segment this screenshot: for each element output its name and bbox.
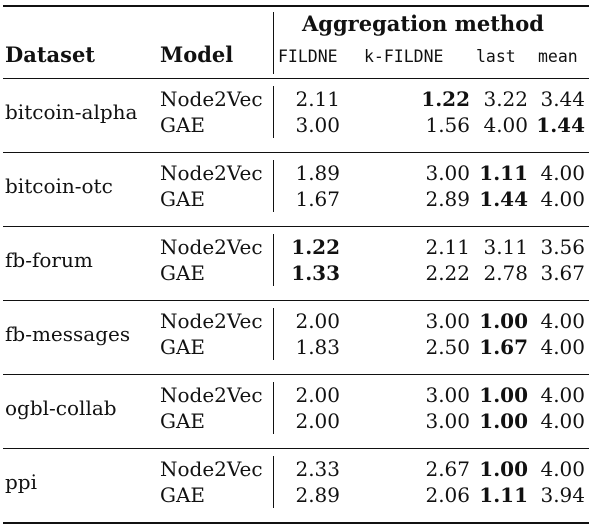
value-cell: 2.00 (295, 409, 340, 433)
method-header-mean: mean (538, 47, 578, 66)
model-divider (273, 160, 274, 212)
method-header-k-fildne: k-FILDNE (364, 47, 444, 66)
value-cell: 3.00 (295, 113, 340, 137)
value-cell: 2.11 (295, 87, 340, 111)
model-divider (273, 456, 274, 508)
dataset-column-header: Dataset (5, 42, 96, 67)
model-column-header: Model (160, 42, 234, 67)
value-cell: 1.56 (425, 113, 470, 137)
group-rule (3, 300, 589, 301)
value-cell: 2.06 (425, 483, 470, 507)
dataset-name: fb-forum (5, 248, 93, 272)
dataset-name: ogbl-collab (5, 396, 117, 420)
method-header-fildne: FILDNE (278, 47, 338, 66)
value-cell: 3.00 (425, 309, 470, 333)
value-cell: 1.00 (479, 409, 528, 433)
model-divider (273, 86, 274, 138)
group-rule (3, 226, 589, 227)
value-cell: 4.00 (540, 309, 585, 333)
dataset-name: fb-messages (5, 322, 131, 346)
value-cell: 3.11 (483, 235, 528, 259)
model-divider (273, 308, 274, 360)
value-cell: 1.67 (295, 187, 340, 211)
value-cell: 1.83 (295, 335, 340, 359)
model-divider (273, 382, 274, 434)
value-cell: 2.00 (295, 309, 340, 333)
model-name: Node2Vec (160, 383, 263, 407)
value-cell: 3.00 (425, 161, 470, 185)
value-cell: 1.00 (479, 309, 528, 333)
value-cell: 2.50 (425, 335, 470, 359)
value-cell: 1.33 (291, 261, 340, 285)
model-name: GAE (160, 335, 206, 359)
value-cell: 2.67 (425, 457, 470, 481)
value-cell: 2.22 (425, 261, 470, 285)
value-cell: 1.89 (295, 161, 340, 185)
model-divider (273, 234, 274, 286)
bottom-rule (3, 522, 589, 524)
value-cell: 1.44 (479, 187, 528, 211)
value-cell: 1.11 (479, 161, 528, 185)
value-cell: 3.67 (540, 261, 585, 285)
model-name: GAE (160, 261, 206, 285)
model-name: Node2Vec (160, 309, 263, 333)
model-name: GAE (160, 483, 206, 507)
value-cell: 3.44 (540, 87, 585, 111)
value-cell: 2.33 (295, 457, 340, 481)
header-divider (273, 12, 274, 74)
group-header: Aggregation method (302, 11, 544, 36)
value-cell: 4.00 (540, 457, 585, 481)
value-cell: 4.00 (540, 383, 585, 407)
dataset-name: bitcoin-alpha (5, 100, 138, 124)
value-cell: 1.44 (536, 113, 585, 137)
value-cell: 4.00 (540, 187, 585, 211)
dataset-name: bitcoin-otc (5, 174, 113, 198)
header-rule (3, 78, 589, 79)
group-rule (3, 152, 589, 153)
value-cell: 4.00 (483, 113, 528, 137)
model-name: GAE (160, 187, 206, 211)
model-name: Node2Vec (160, 457, 263, 481)
model-name: GAE (160, 113, 206, 137)
value-cell: 4.00 (540, 161, 585, 185)
value-cell: 1.11 (479, 483, 528, 507)
dataset-name: ppi (5, 470, 38, 494)
top-rule (3, 5, 589, 7)
method-header-last: last (476, 47, 516, 66)
value-cell: 4.00 (540, 409, 585, 433)
value-cell: 4.00 (540, 335, 585, 359)
value-cell: 3.00 (425, 383, 470, 407)
model-name: Node2Vec (160, 161, 263, 185)
value-cell: 2.78 (483, 261, 528, 285)
value-cell: 3.22 (483, 87, 528, 111)
model-name: GAE (160, 409, 206, 433)
model-name: Node2Vec (160, 235, 263, 259)
value-cell: 1.00 (479, 383, 528, 407)
model-name: Node2Vec (160, 87, 263, 111)
value-cell: 1.22 (421, 87, 470, 111)
group-rule (3, 374, 589, 375)
value-cell: 2.89 (425, 187, 470, 211)
value-cell: 2.00 (295, 383, 340, 407)
group-rule (3, 448, 589, 449)
value-cell: 3.56 (540, 235, 585, 259)
value-cell: 1.67 (479, 335, 528, 359)
value-cell: 2.89 (295, 483, 340, 507)
value-cell: 3.94 (540, 483, 585, 507)
value-cell: 3.00 (425, 409, 470, 433)
value-cell: 2.11 (425, 235, 470, 259)
value-cell: 1.22 (291, 235, 340, 259)
value-cell: 1.00 (479, 457, 528, 481)
